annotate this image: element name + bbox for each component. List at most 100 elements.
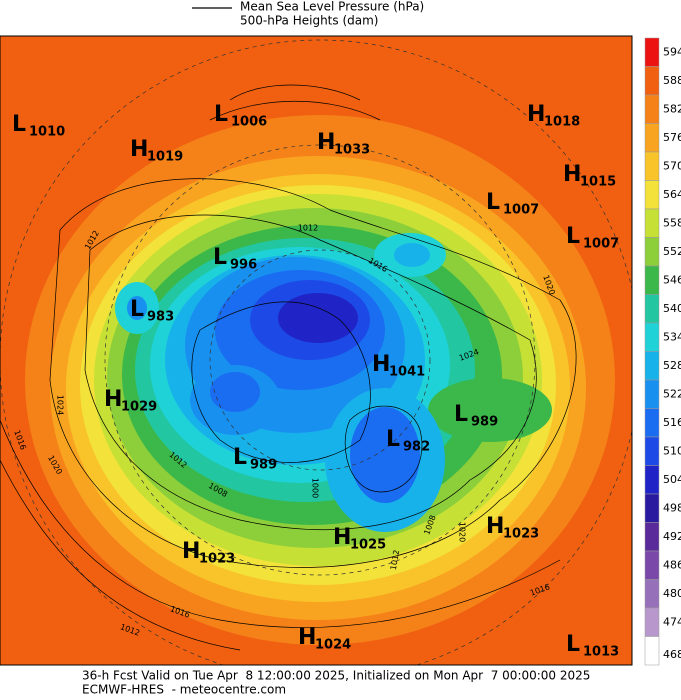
colorbar-label: 546 bbox=[663, 273, 681, 286]
colorbar-label: 576 bbox=[663, 131, 681, 144]
colorbar-label: 498 bbox=[663, 501, 681, 514]
colorbar-label: 474 bbox=[663, 615, 681, 628]
center-value: 1007 bbox=[503, 203, 539, 218]
colorbar-label: 522 bbox=[663, 387, 681, 400]
center-value: 1029 bbox=[121, 400, 157, 415]
colorbar-cell bbox=[644, 408, 660, 438]
center-letter: H bbox=[486, 514, 504, 539]
colorbar-cell bbox=[644, 465, 660, 495]
center-value: 1018 bbox=[544, 115, 580, 130]
colorbar-cell bbox=[644, 237, 660, 267]
height-contour-fill bbox=[350, 407, 420, 503]
center-letter: H bbox=[372, 352, 390, 377]
center-letter: H bbox=[563, 162, 581, 187]
center-letter: L bbox=[566, 632, 580, 657]
contour-label: 1012 bbox=[298, 224, 318, 233]
colorbar-label: 534 bbox=[663, 330, 681, 343]
center-value: 1023 bbox=[503, 527, 539, 542]
center-value: 1010 bbox=[29, 125, 65, 140]
colorbar-label: 588 bbox=[663, 74, 681, 87]
center-value: 1019 bbox=[147, 150, 183, 165]
colorbar-cell bbox=[644, 550, 660, 580]
colorbar-cell bbox=[644, 379, 660, 409]
center-letter: L bbox=[566, 224, 580, 249]
height-contour-fill bbox=[210, 372, 260, 412]
colorbar-cell bbox=[644, 294, 660, 324]
center-value: 996 bbox=[230, 258, 257, 273]
center-value: 1006 bbox=[231, 115, 267, 130]
contour-label: 1020 bbox=[458, 522, 467, 542]
height-contour-fill bbox=[278, 293, 358, 343]
colorbar-cell bbox=[644, 94, 660, 124]
colorbar-label: 528 bbox=[663, 359, 681, 372]
center-value: 1015 bbox=[580, 175, 616, 190]
center-letter: L bbox=[12, 112, 26, 137]
center-letter: H bbox=[333, 525, 351, 550]
colorbar-cell bbox=[644, 151, 660, 181]
center-letter: H bbox=[104, 387, 122, 412]
colorbar-cell bbox=[644, 66, 660, 96]
colorbar-cell bbox=[644, 436, 660, 466]
center-letter: H bbox=[130, 137, 148, 162]
center-letter: L bbox=[486, 190, 500, 215]
colorbar-cell bbox=[644, 265, 660, 295]
height-contour-fill bbox=[394, 243, 430, 267]
legend-pressure: Mean Sea Level Pressure (hPa) bbox=[240, 0, 424, 14]
contour-label: 1012 bbox=[389, 549, 401, 571]
center-letter: L bbox=[214, 102, 228, 127]
colorbar-cell bbox=[644, 123, 660, 153]
colorbar-cell bbox=[644, 522, 660, 552]
colorbar-cell bbox=[644, 322, 660, 352]
colorbar-label: 552 bbox=[663, 245, 681, 258]
colorbar-cell bbox=[644, 37, 660, 67]
center-value: 1025 bbox=[350, 538, 386, 553]
center-letter: H bbox=[182, 539, 200, 564]
colorbar: 594 588 582 576 570 564 558 552 546 540 534 528 522 5… bbox=[644, 37, 681, 666]
center-value: 989 bbox=[250, 458, 277, 473]
colorbar-label: 480 bbox=[663, 587, 681, 600]
center-letter: H bbox=[298, 625, 316, 650]
center-value: 1007 bbox=[583, 237, 619, 252]
colorbar-cell bbox=[644, 636, 660, 666]
height-contour-fill bbox=[428, 378, 552, 442]
colorbar-label: 594 bbox=[663, 45, 681, 58]
height-contour-fill bbox=[127, 296, 147, 320]
colorbar-cell bbox=[644, 579, 660, 609]
center-value: 989 bbox=[471, 415, 498, 430]
footer-source: ECMWF-HRES - meteocentre.com bbox=[82, 683, 286, 697]
center-value: 983 bbox=[147, 310, 174, 325]
contour-label: 1024 bbox=[56, 395, 65, 415]
colorbar-label: 468 bbox=[663, 648, 681, 661]
center-letter: L bbox=[386, 427, 400, 452]
colorbar-label: 486 bbox=[663, 558, 681, 571]
center-letter: H bbox=[527, 102, 545, 127]
center-value: 1023 bbox=[199, 552, 235, 567]
colorbar-label: 492 bbox=[663, 530, 681, 543]
isobars bbox=[0, 39, 632, 665]
contour-label: 1000 bbox=[311, 478, 320, 498]
colorbar-label: 564 bbox=[663, 188, 681, 201]
center-value: 1041 bbox=[389, 365, 425, 380]
map-frame bbox=[0, 35, 633, 666]
footer-valid: 36-h Fcst Valid on Tue Apr 8 12:00:00 20… bbox=[82, 669, 590, 683]
center-letter: L bbox=[454, 402, 468, 427]
colorbar-cell bbox=[644, 208, 660, 238]
colorbar-label: 540 bbox=[663, 302, 681, 315]
colorbar-label: 504 bbox=[663, 473, 681, 486]
center-letter: L bbox=[130, 297, 144, 322]
colorbar-label: 558 bbox=[663, 216, 681, 229]
colorbar-label: 510 bbox=[663, 444, 681, 457]
colorbar-label: 516 bbox=[663, 416, 681, 429]
center-value: 1024 bbox=[315, 638, 351, 653]
colorbar-cell bbox=[644, 351, 660, 381]
colorbar-label: 582 bbox=[663, 102, 681, 115]
center-letter: L bbox=[213, 245, 227, 270]
colorbar-cell bbox=[644, 493, 660, 523]
center-value: 1033 bbox=[334, 143, 370, 158]
center-value: 982 bbox=[403, 440, 430, 455]
center-letter: L bbox=[233, 445, 247, 470]
center-value: 1013 bbox=[583, 645, 619, 660]
colorbar-label: 570 bbox=[663, 159, 681, 172]
